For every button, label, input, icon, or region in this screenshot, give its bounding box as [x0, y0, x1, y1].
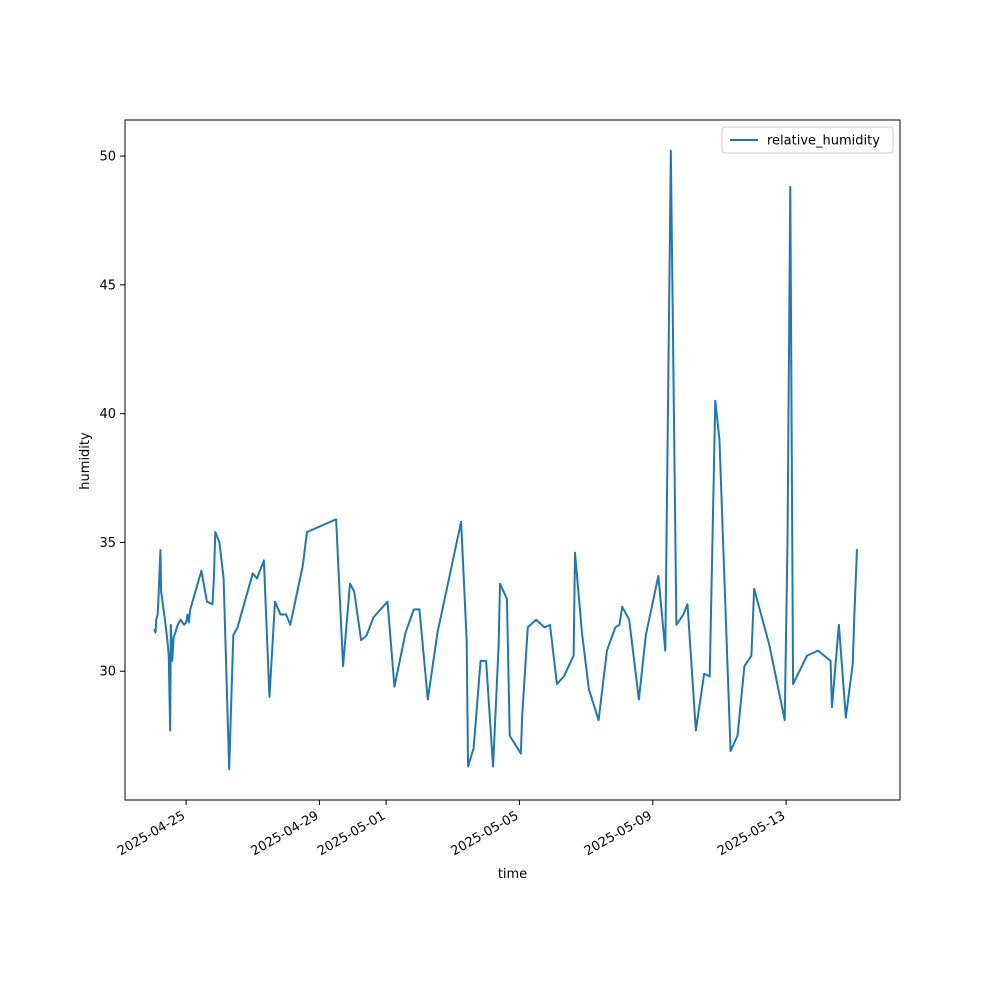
legend-label: relative_humidity [767, 134, 880, 149]
y-tick-label: 30 [99, 665, 116, 680]
legend: relative_humidity [721, 126, 894, 154]
plot-frame [124, 119, 901, 801]
y-axis: 30 35 40 45 50 [99, 150, 125, 680]
y-tick-label: 45 [99, 278, 116, 293]
y-tick-label: 35 [99, 536, 116, 551]
x-axis-label: time [498, 867, 527, 882]
y-tick-label: 40 [99, 407, 116, 422]
y-tick-label: 50 [99, 150, 116, 165]
series-line-relative-humidity [153, 149, 858, 771]
plot-area [153, 149, 858, 771]
y-axis-label: humidity [78, 432, 93, 490]
legend-box [721, 126, 894, 154]
